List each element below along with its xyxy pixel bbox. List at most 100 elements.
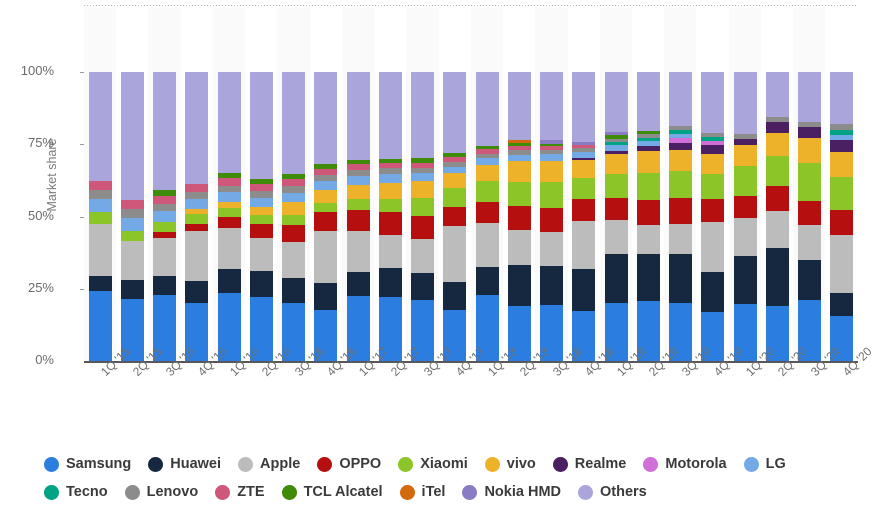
bar-segment-huawei[interactable] (120, 279, 144, 300)
bar-segment-huawei[interactable] (153, 275, 177, 295)
bar-segment-realme[interactable] (830, 139, 854, 152)
stacked-bar[interactable] (88, 72, 112, 361)
bar-segment-oppo[interactable] (669, 198, 693, 224)
bar-segment-oppo[interactable] (701, 199, 725, 223)
legend-item-huawei[interactable]: Huawei (148, 456, 221, 472)
bar-segment-realme[interactable] (669, 142, 693, 150)
bar-segment-oppo[interactable] (765, 186, 789, 211)
bar-segment-lenovo[interactable] (88, 189, 112, 199)
bar-segment-xiaomi[interactable] (798, 162, 822, 201)
bar-segment-lg[interactable] (282, 193, 306, 203)
bar-segment-xiaomi[interactable] (701, 174, 725, 200)
bar-segment-realme[interactable] (798, 126, 822, 138)
bar-segment-samsung[interactable] (185, 303, 209, 361)
bar-segment-lenovo[interactable] (153, 203, 177, 212)
bar-segment-others[interactable] (314, 72, 338, 164)
bar-segment-xiaomi[interactable] (346, 198, 370, 210)
stacked-bar[interactable] (733, 72, 757, 361)
bar-segment-tcl-alcatel[interactable] (378, 158, 402, 163)
bar-segment-nokia-hmd[interactable] (572, 142, 596, 145)
bar-slot[interactable] (536, 8, 568, 361)
bar-slot[interactable] (761, 8, 793, 361)
bar-segment-huawei[interactable] (249, 271, 273, 297)
bar-segment-apple[interactable] (669, 223, 693, 254)
stacked-bar[interactable] (185, 72, 209, 361)
bar-segment-huawei[interactable] (378, 268, 402, 298)
bar-segment-huawei[interactable] (798, 259, 822, 301)
bar-segment-samsung[interactable] (604, 303, 628, 361)
bar-segment-tcl-alcatel[interactable] (636, 130, 660, 135)
bar-segment-others[interactable] (507, 72, 531, 141)
bar-segment-vivo[interactable] (443, 173, 467, 188)
bar-segment-oppo[interactable] (475, 202, 499, 223)
bar-slot[interactable] (600, 8, 632, 361)
bar-segment-apple[interactable] (185, 231, 209, 282)
bar-segment-apple[interactable] (346, 230, 370, 272)
bar-segment-oppo[interactable] (378, 211, 402, 236)
bar-segment-huawei[interactable] (540, 266, 564, 306)
bar-segment-apple[interactable] (830, 234, 854, 294)
bar-segment-xiaomi[interactable] (669, 171, 693, 199)
bar-segment-samsung[interactable] (443, 310, 467, 361)
stacked-bar[interactable] (765, 72, 789, 361)
bar-segment-xiaomi[interactable] (153, 222, 177, 232)
legend-item-xiaomi[interactable]: Xiaomi (398, 456, 468, 472)
bar-segment-apple[interactable] (249, 238, 273, 272)
bar-segment-zte[interactable] (185, 184, 209, 192)
bar-segment-huawei[interactable] (185, 281, 209, 304)
bar-segment-oppo[interactable] (798, 200, 822, 226)
bar-segment-others[interactable] (443, 72, 467, 154)
bar-segment-others[interactable] (798, 72, 822, 123)
bar-segment-others[interactable] (701, 72, 725, 133)
bar-segment-vivo[interactable] (604, 154, 628, 175)
bar-segment-others[interactable] (153, 72, 177, 191)
stacked-bar[interactable] (475, 72, 499, 361)
bar-segment-apple[interactable] (572, 220, 596, 269)
bar-segment-lenovo[interactable] (475, 153, 499, 159)
bar-segment-lenovo[interactable] (636, 134, 660, 138)
bar-segment-vivo[interactable] (314, 189, 338, 203)
bar-segment-others[interactable] (765, 72, 789, 118)
bar-slot[interactable] (374, 8, 406, 361)
bar-slot[interactable] (310, 8, 342, 361)
bar-segment-zte[interactable] (378, 162, 402, 169)
stacked-bar[interactable] (153, 72, 177, 361)
bar-segment-samsung[interactable] (733, 304, 757, 361)
legend-item-nokia-hmd[interactable]: Nokia HMD (462, 484, 561, 500)
bar-segment-xiaomi[interactable] (443, 187, 467, 207)
bar-segment-others[interactable] (636, 72, 660, 131)
legend-item-vivo[interactable]: vivo (484, 456, 536, 472)
bar-segment-zte[interactable] (249, 183, 273, 192)
bar-segment-samsung[interactable] (701, 311, 725, 361)
bar-segment-zte[interactable] (120, 200, 144, 210)
bar-segment-apple[interactable] (378, 235, 402, 269)
bar-segment-lg[interactable] (572, 152, 596, 158)
bar-segment-huawei[interactable] (443, 281, 467, 311)
bar-segment-tcl-alcatel[interactable] (411, 158, 435, 163)
bar-segment-others[interactable] (120, 72, 144, 201)
bar-segment-oppo[interactable] (733, 195, 757, 218)
bar-segment-samsung[interactable] (830, 316, 854, 361)
bar-slot[interactable] (471, 8, 503, 361)
bar-segment-xiaomi[interactable] (88, 211, 112, 225)
bar-segment-tcl-alcatel[interactable] (217, 172, 241, 179)
legend-item-oppo[interactable]: OPPO (317, 456, 381, 472)
bar-segment-samsung[interactable] (798, 300, 822, 361)
bar-segment-lg[interactable] (217, 192, 241, 202)
stacked-bar[interactable] (411, 72, 435, 361)
bar-segment-others[interactable] (572, 72, 596, 143)
bar-segment-samsung[interactable] (540, 305, 564, 361)
bar-segment-lg[interactable] (604, 145, 628, 151)
stacked-bar[interactable] (830, 72, 854, 361)
bar-segment-lg[interactable] (540, 154, 564, 161)
bar-segment-realme[interactable] (765, 121, 789, 134)
bar-segment-xiaomi[interactable] (733, 166, 757, 196)
legend-item-tecno[interactable]: Tecno (44, 484, 108, 500)
bar-segment-oppo[interactable] (153, 231, 177, 238)
bar-segment-lg[interactable] (120, 217, 144, 231)
bar-slot[interactable] (181, 8, 213, 361)
bar-segment-motorola[interactable] (701, 140, 725, 146)
bar-segment-others[interactable] (733, 72, 757, 134)
bar-segment-lg[interactable] (475, 158, 499, 166)
bar-segment-xiaomi[interactable] (540, 181, 564, 208)
